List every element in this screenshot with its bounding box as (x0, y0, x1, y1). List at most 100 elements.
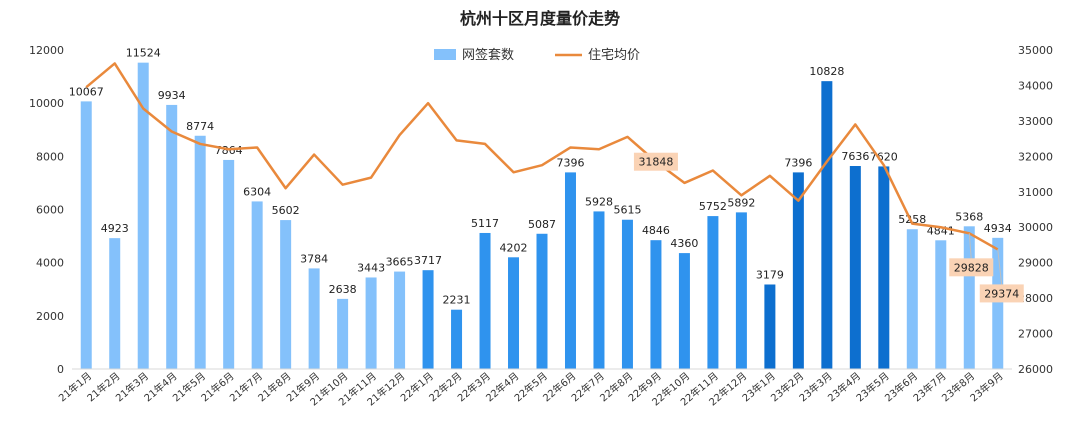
bar-labels: 1006749231152499348774786463045602378426… (69, 47, 1012, 307)
bar-value-label: 3784 (300, 252, 328, 265)
bar-value-label: 8774 (186, 120, 214, 133)
bar (223, 159, 235, 369)
bar (593, 211, 605, 369)
bar-value-label: 5892 (727, 196, 755, 209)
bar-value-label: 2638 (329, 283, 357, 296)
bar (536, 233, 548, 369)
bar-value-label: 7636 (841, 150, 869, 163)
bar-value-label: 2231 (443, 294, 471, 307)
price-callout-label: 29374 (984, 287, 1019, 300)
y-right-tick: 29000 (1018, 257, 1053, 270)
y-right-tick: 34000 (1018, 79, 1053, 92)
bar (849, 166, 861, 369)
bar (508, 257, 520, 369)
y-left-tick: 10000 (29, 97, 64, 110)
y-left-tick: 8000 (36, 150, 64, 163)
bar (337, 298, 349, 369)
bar-value-label: 10067 (69, 85, 104, 98)
y-axis-left: 0 2000 4000 6000 8000 10000 12000 (29, 44, 64, 376)
y-left-tick: 12000 (29, 44, 64, 57)
bar (308, 268, 320, 369)
bar-value-label: 5602 (272, 204, 300, 217)
bar (878, 166, 890, 369)
bar-value-label: 5615 (613, 204, 641, 217)
y-left-tick: 0 (57, 363, 64, 376)
bar-value-label: 11524 (126, 47, 161, 60)
bar (137, 62, 149, 370)
bar (764, 284, 776, 369)
bar (109, 238, 121, 369)
bar (251, 201, 263, 369)
legend-swatch-bars (434, 49, 456, 60)
y-right-tick: 28000 (1018, 292, 1053, 305)
bar (166, 104, 178, 369)
bar (906, 229, 918, 369)
bar-value-label: 4360 (670, 237, 698, 250)
bar-value-label: 3717 (414, 254, 442, 267)
bar (707, 216, 719, 369)
bar-value-label: 5258 (898, 213, 926, 226)
y-right-tick: 33000 (1018, 115, 1053, 128)
chart-title: 杭州十区月度量价走势 (460, 9, 620, 28)
bar-value-label: 5117 (471, 217, 499, 230)
y-right-tick: 26000 (1018, 363, 1053, 376)
y-left-tick: 6000 (36, 204, 64, 217)
bar (992, 237, 1004, 369)
y-left-tick: 2000 (36, 310, 64, 323)
callout-leader (968, 233, 972, 260)
bar-value-label: 3443 (357, 261, 385, 274)
bar (564, 172, 576, 369)
bar (792, 172, 804, 369)
bar (451, 309, 463, 369)
legend-label-bars: 网签套数 (462, 47, 514, 63)
y-axis-right: 26000 27000 28000 29000 30000 31000 32000 33000… (1018, 44, 1053, 376)
bar-series (80, 62, 1004, 370)
bar (621, 219, 633, 369)
bar-value-label: 3179 (756, 268, 784, 281)
bar (394, 271, 406, 369)
legend-label-line: 住宅均价 (588, 48, 640, 63)
y-right-tick: 27000 (1018, 328, 1053, 341)
bar (422, 270, 434, 369)
bar-value-label: 4934 (984, 222, 1012, 235)
price-line (85, 62, 999, 251)
bar-value-label: 4846 (642, 224, 670, 237)
price-callout-box (949, 258, 994, 277)
bar (650, 240, 662, 369)
callout-leader (997, 249, 1003, 286)
price-callout-label: 31848 (638, 156, 673, 169)
bar (821, 81, 833, 369)
bar-value-label: 5752 (699, 200, 727, 213)
y-left-tick: 4000 (36, 257, 64, 270)
price-callout-box (979, 284, 1024, 303)
bar (80, 101, 92, 369)
bar (963, 226, 975, 369)
legend: 网签套数 住宅均价 (434, 47, 640, 63)
bar-value-label: 5928 (585, 195, 613, 208)
price-callout-box (633, 152, 678, 171)
price-callout-label: 29828 (954, 261, 989, 274)
bar-value-label: 7396 (784, 156, 812, 169)
bar (678, 253, 690, 369)
bar (365, 277, 377, 369)
bar-value-label: 5087 (528, 218, 556, 231)
bar (194, 135, 206, 369)
price-callouts: 31848 29828 29374 (633, 152, 1024, 303)
bar-value-label: 3665 (386, 256, 414, 269)
y-right-tick: 35000 (1018, 44, 1053, 57)
bar (280, 220, 292, 369)
bar (735, 212, 747, 369)
bar-value-label: 4923 (101, 222, 129, 235)
bar-value-label: 9934 (158, 89, 186, 102)
bar-value-label: 5368 (955, 210, 983, 223)
y-right-tick: 30000 (1018, 221, 1053, 234)
bar-value-label: 6304 (243, 185, 271, 198)
line-series (85, 62, 999, 251)
bar-value-label: 7396 (556, 156, 584, 169)
y-right-tick: 32000 (1018, 150, 1053, 163)
bar-value-label: 4202 (500, 241, 528, 254)
bar (479, 232, 491, 369)
x-axis: 21年1月21年2月21年3月21年4月21年5月21年6月21年7月21年8月… (56, 368, 1012, 409)
y-right-tick: 31000 (1018, 186, 1053, 199)
